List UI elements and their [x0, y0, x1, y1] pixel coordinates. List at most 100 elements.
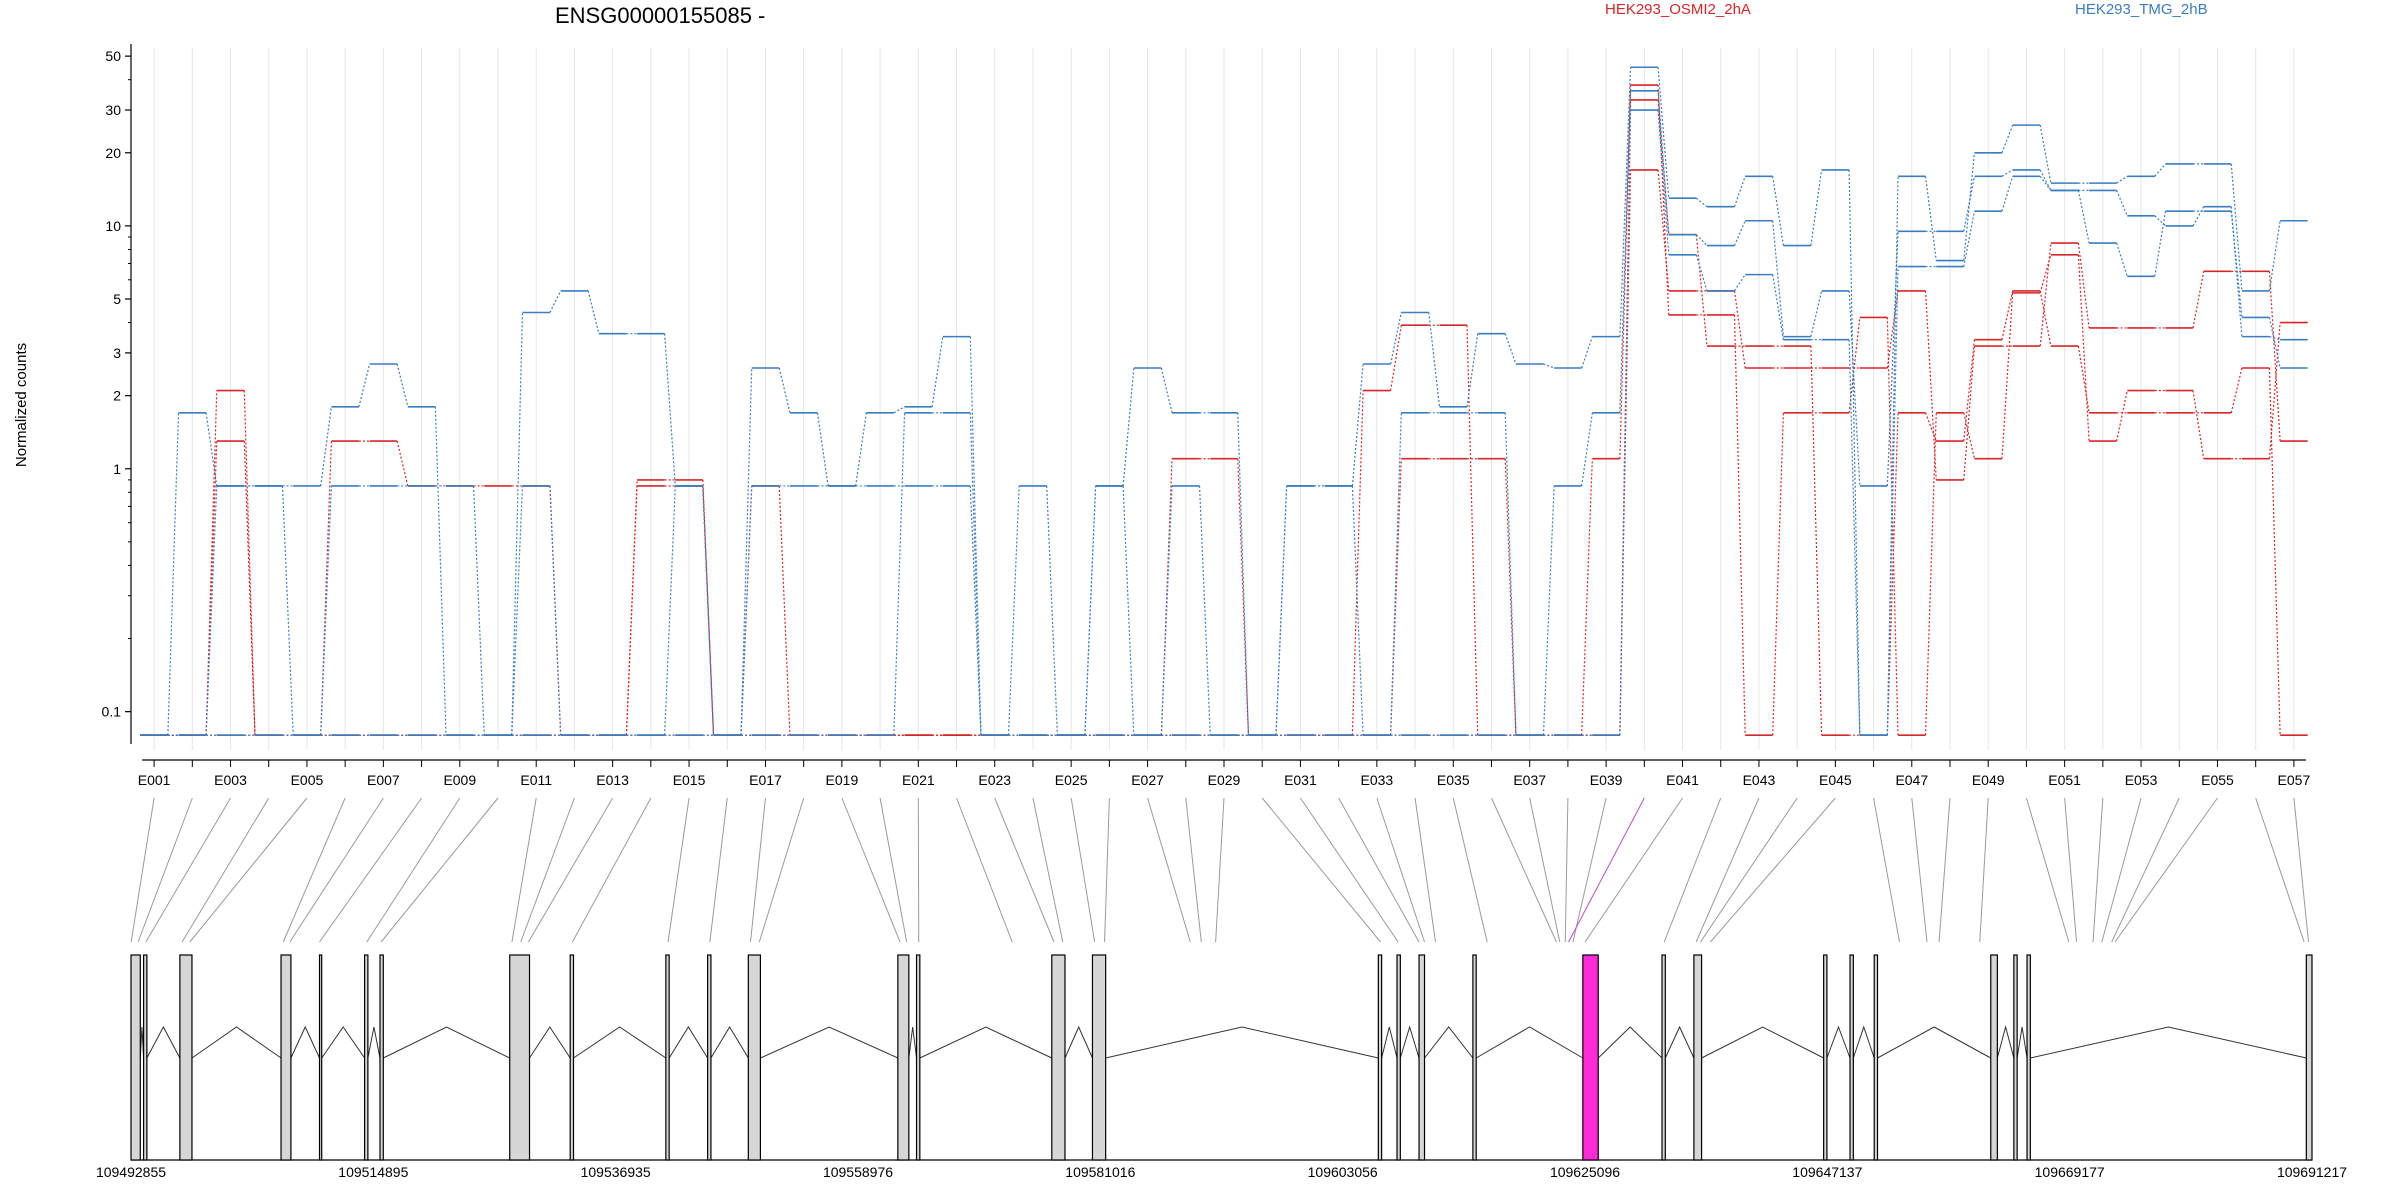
series-segment — [2001, 124, 2014, 154]
exon-block — [1693, 954, 1703, 1161]
connector — [1300, 797, 1399, 943]
series-segment — [2116, 390, 2128, 442]
connector — [1215, 797, 1225, 943]
series-5 — [140, 89, 2308, 736]
connector — [289, 797, 384, 943]
exon-tick-label: E027 — [1131, 772, 1164, 788]
series-segment — [1848, 339, 1861, 736]
connector — [1070, 797, 1096, 943]
genome-tick-label: 109691217 — [2277, 1164, 2347, 1180]
exon-block — [2305, 954, 2313, 1161]
series-segment — [1619, 67, 1632, 337]
intron — [1424, 1026, 1474, 1059]
series-segment — [1581, 412, 1593, 487]
exon-block — [1990, 954, 1998, 1161]
series-segment — [625, 485, 638, 736]
series-segment — [1198, 485, 1211, 736]
exon-axis: E001 E003 E005 E007 E009 E011 E013 E015 E017 E019… — [138, 759, 2310, 788]
connector — [1663, 797, 1722, 943]
series-segment — [2039, 242, 2052, 347]
series-segment — [2116, 242, 2128, 277]
exon-tick-label: E035 — [1437, 772, 1470, 788]
series-segment — [1810, 346, 1823, 736]
exon-tick-label: E051 — [2048, 772, 2081, 788]
connector — [571, 797, 652, 943]
series-segment — [1886, 266, 1899, 736]
connector — [879, 797, 908, 943]
connector — [1414, 797, 1437, 943]
connector — [1338, 797, 1420, 943]
exon-block — [915, 954, 921, 1161]
connector — [511, 797, 537, 943]
series-segment — [969, 336, 982, 736]
connector — [1529, 797, 1561, 943]
series-segment — [1581, 458, 1593, 736]
series-segment — [205, 390, 218, 736]
exon-block — [1849, 954, 1854, 1161]
series-segment — [1466, 333, 1479, 407]
series-segment — [1848, 317, 1861, 413]
series-segment — [1924, 176, 1937, 261]
series-segment — [2154, 163, 2166, 177]
connector — [2111, 797, 2180, 943]
series-segment — [1657, 67, 1670, 199]
exon-block — [897, 954, 910, 1161]
genome-tick-label: 109536935 — [581, 1164, 651, 1180]
connector — [1185, 797, 1202, 943]
series-segment — [2268, 220, 2281, 291]
series-segment — [2001, 169, 2013, 177]
series-segment — [1695, 254, 1708, 292]
connector — [956, 797, 1013, 943]
series-segment — [511, 312, 524, 736]
connector — [130, 797, 155, 943]
intron — [383, 1026, 510, 1059]
series-segment — [2039, 125, 2052, 184]
series-segment — [1886, 231, 1899, 486]
connector — [1261, 797, 1381, 943]
connector — [1911, 797, 1928, 943]
exon-tick-label: E045 — [1819, 772, 1852, 788]
series-segment — [663, 485, 676, 736]
series-segment — [320, 406, 332, 487]
exon-block — [747, 954, 762, 1161]
series-segment — [2001, 290, 2014, 340]
series-segment — [205, 412, 218, 487]
series-segment — [893, 412, 906, 736]
connector — [667, 797, 690, 943]
series-segment — [1581, 336, 1593, 369]
exon-block-highlight — [1582, 954, 1599, 1161]
exon-block — [280, 954, 292, 1161]
series-segment — [2001, 176, 2014, 212]
exon-tick-label: E003 — [214, 772, 247, 788]
exon-block — [1823, 954, 1828, 1161]
connector — [1376, 797, 1425, 943]
series-segment — [1772, 220, 1784, 337]
series-segment — [2230, 367, 2243, 413]
exon-tick-label: E033 — [1360, 772, 1393, 788]
genome-tick-label: 109558976 — [823, 1164, 893, 1180]
exon-tick-label: E005 — [291, 772, 324, 788]
exon-tick-label: E017 — [749, 772, 782, 788]
series-segment — [1390, 312, 1402, 365]
series-segment — [2039, 254, 2052, 294]
connector — [1695, 797, 1760, 943]
intron — [710, 1026, 749, 1059]
connector — [1700, 797, 1798, 943]
y-tick-label: 50 — [105, 48, 121, 64]
connector — [137, 797, 193, 943]
connector — [994, 797, 1055, 943]
exon-block — [1472, 954, 1477, 1161]
connector — [319, 797, 422, 943]
intron — [1597, 1026, 1663, 1059]
connector — [2255, 797, 2305, 943]
genome-tick-label: 109669177 — [2035, 1164, 2105, 1180]
series-segment — [1772, 176, 1784, 246]
connector — [181, 797, 270, 943]
series-segment — [2077, 190, 2090, 244]
intron — [1475, 1026, 1584, 1059]
exon-block — [379, 954, 384, 1161]
series-segment — [2269, 336, 2281, 341]
connector — [709, 797, 728, 943]
intron — [760, 1026, 899, 1059]
series-segment — [1428, 312, 1441, 407]
